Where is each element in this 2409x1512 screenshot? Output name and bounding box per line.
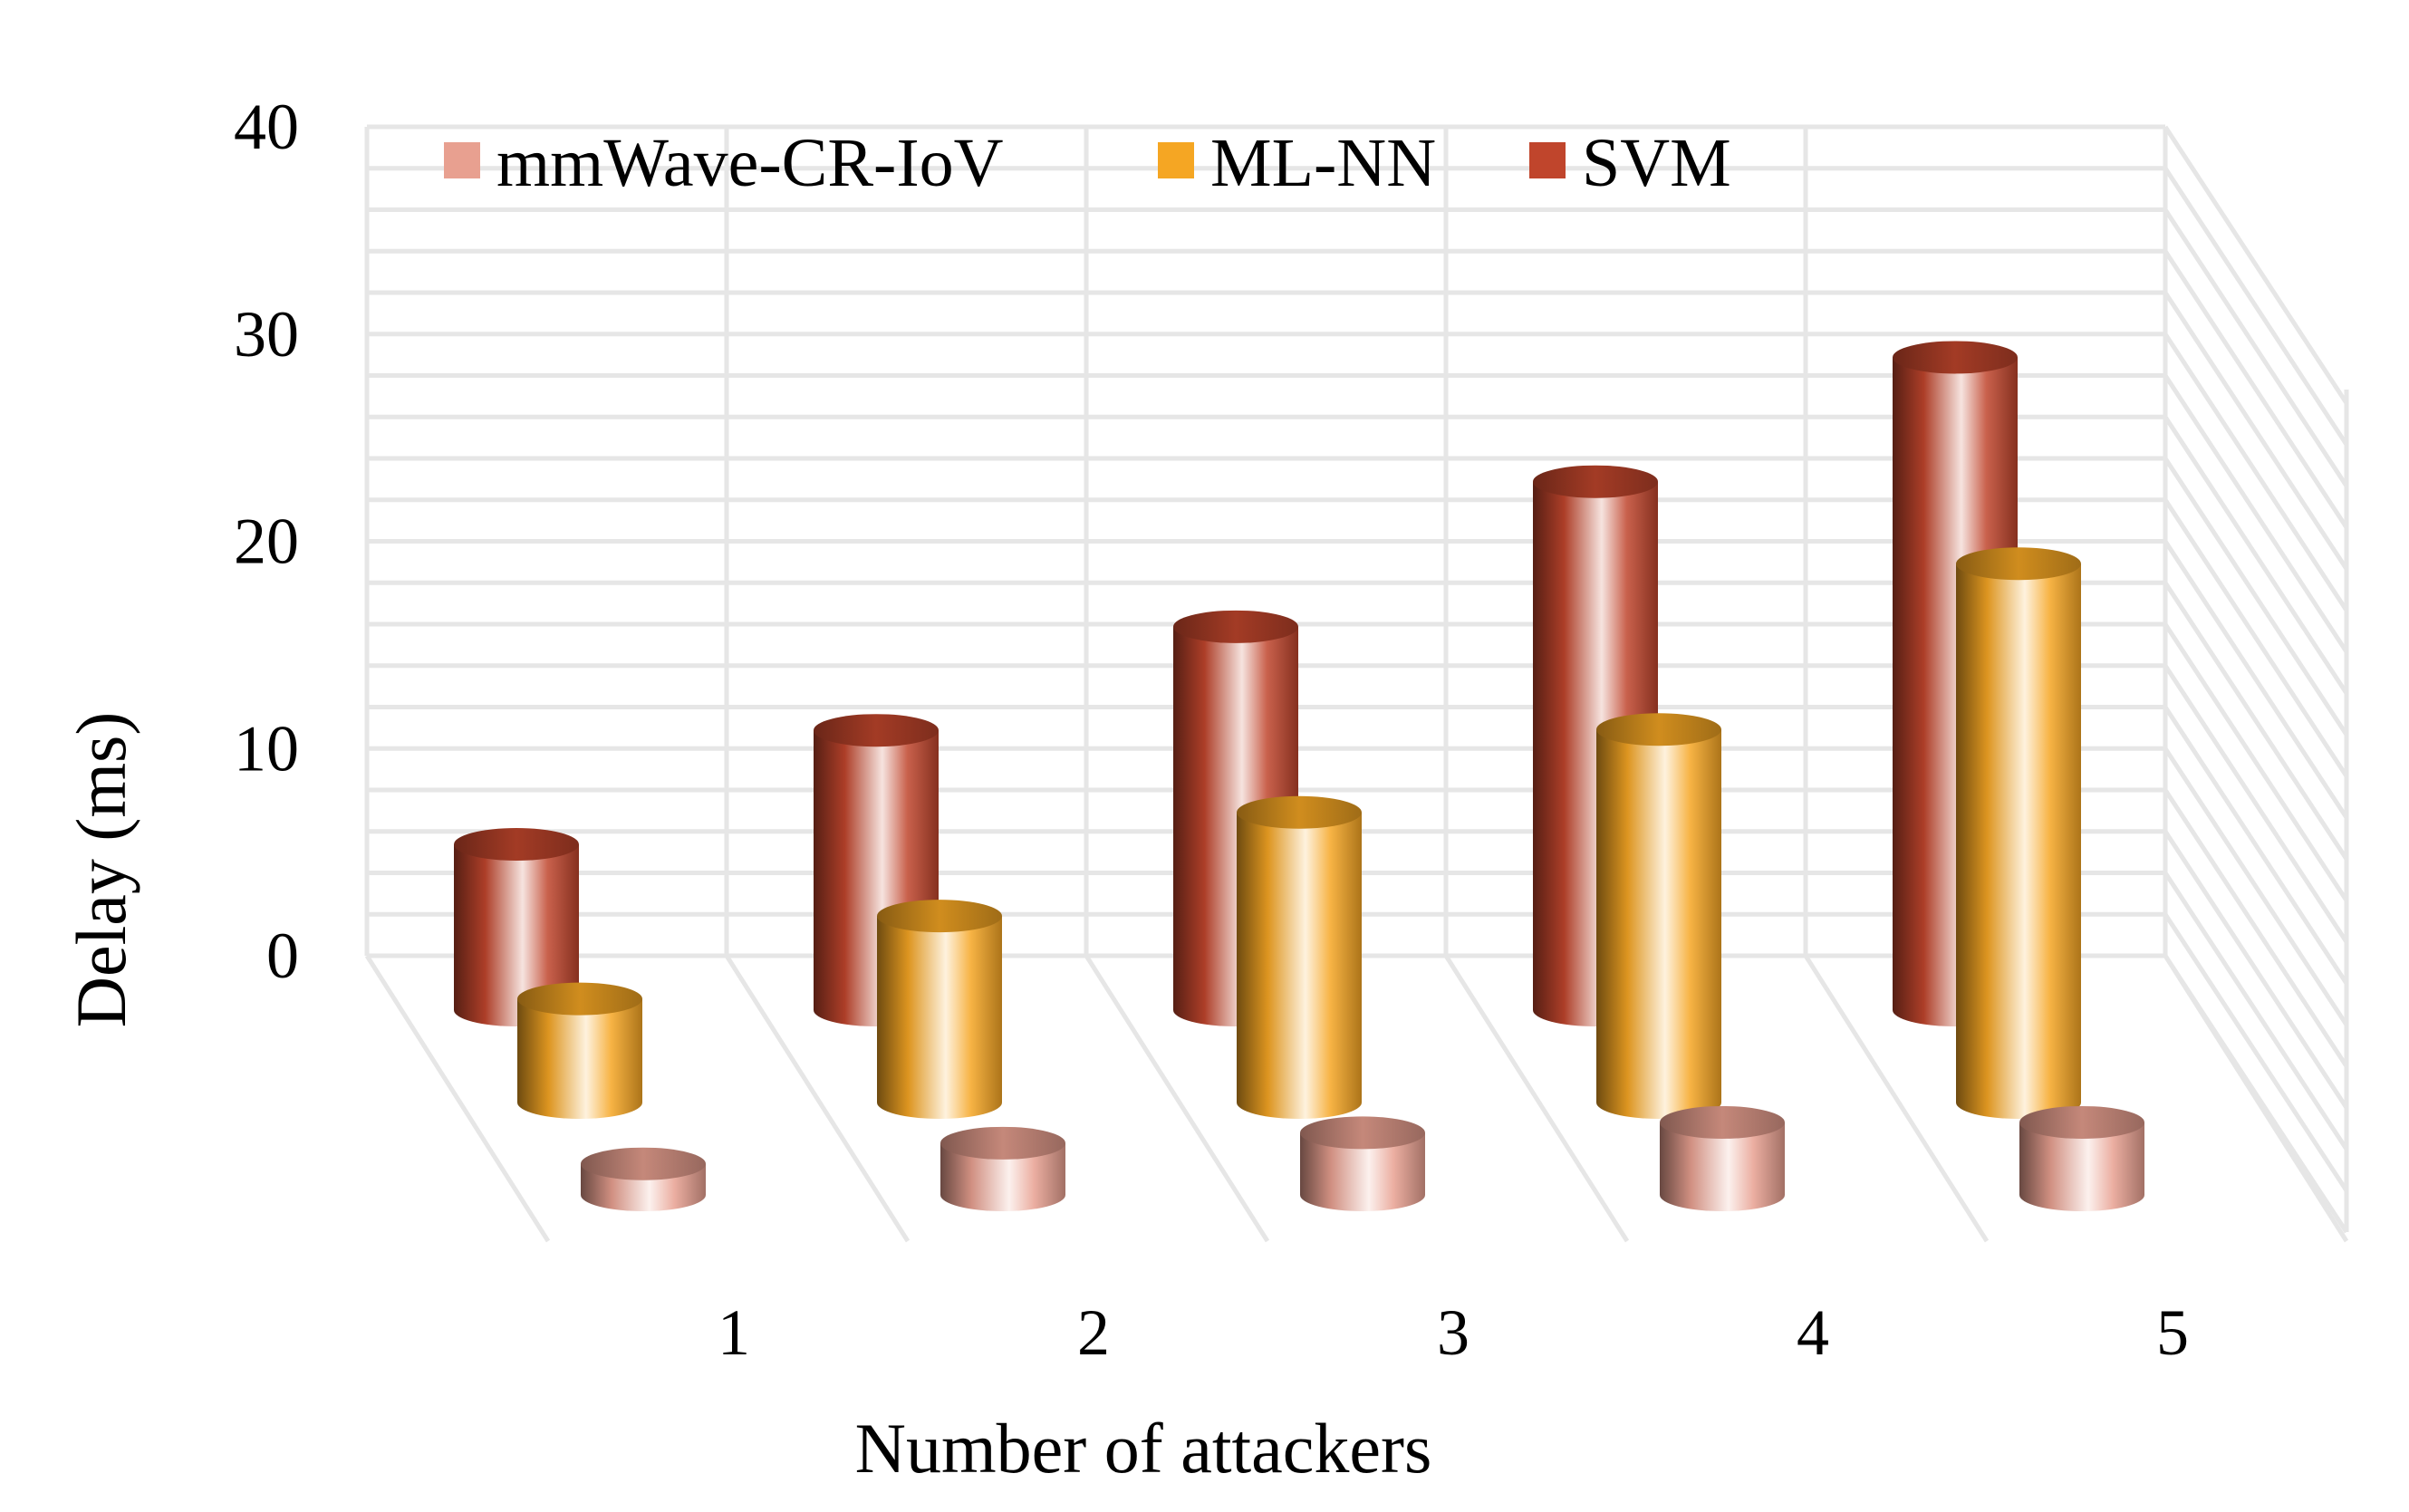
x-tick-label: 5 — [2156, 1296, 2189, 1369]
bar-ml-nn-5 — [1956, 547, 2081, 1119]
side-gridline — [2163, 125, 2349, 405]
legend-label: SVM — [1582, 125, 1731, 201]
side-gridline — [2163, 581, 2349, 861]
bar-top — [1956, 547, 2081, 581]
y-axis-title: Delay (ms) — [62, 712, 140, 1028]
bar-top — [517, 982, 642, 1016]
bar-top — [1660, 1105, 1785, 1139]
side-gridline — [2163, 788, 2349, 1068]
side-gridline — [2163, 291, 2349, 571]
y-tick-label: 40 — [234, 91, 299, 163]
bar-body — [1300, 1132, 1425, 1211]
y-tick-label: 0 — [266, 920, 299, 992]
x-tick-label: 4 — [1797, 1296, 1829, 1369]
side-gridline — [2163, 167, 2349, 447]
x-tick-label: 3 — [1437, 1296, 1469, 1369]
bar-mmwave-cr-iov-3 — [1300, 1116, 1425, 1211]
side-gridline — [2163, 457, 2349, 737]
floor-gridline — [724, 954, 911, 1243]
bar-top — [1237, 795, 1362, 829]
side-gridline — [2163, 249, 2349, 529]
legend: mmWave-CR-IoV ML-NN SVM — [444, 125, 1731, 201]
bar-top — [814, 714, 939, 747]
floor-gridline — [364, 954, 551, 1243]
x-axis-ticks: 1 2 3 4 5 — [718, 1296, 2189, 1369]
bar-body — [940, 1142, 1065, 1211]
bar-mmwave-cr-iov-2 — [940, 1126, 1065, 1211]
side-gridline — [2163, 498, 2349, 778]
floor-gridline — [1443, 954, 1630, 1243]
bar-top — [1596, 713, 1721, 746]
bar-mmwave-cr-iov-5 — [2019, 1105, 2144, 1211]
legend-label: ML-NN — [1210, 125, 1436, 201]
bar-top — [1173, 610, 1298, 643]
y-tick-label: 30 — [234, 298, 299, 371]
side-gridline — [2163, 622, 2349, 902]
bar-mmwave-cr-iov-4 — [1660, 1105, 1785, 1211]
x-tick-label: 1 — [718, 1296, 750, 1369]
bar-top — [940, 1126, 1065, 1160]
floor-gridline — [2163, 954, 2349, 1243]
side-gridline — [2163, 664, 2349, 944]
floor-gridline — [1803, 954, 1990, 1243]
y-tick-label: 10 — [234, 712, 299, 785]
bar-body — [454, 844, 579, 1026]
bar-svm-1 — [454, 828, 579, 1026]
side-gridline — [2163, 706, 2349, 985]
floor-gridline — [1084, 954, 1270, 1243]
bar-top — [581, 1147, 706, 1180]
side-gridline — [2163, 415, 2349, 695]
bar-body — [517, 998, 642, 1119]
x-axis-title: Number of attackers — [855, 1409, 1432, 1488]
bar-top — [454, 828, 579, 861]
side-gridline — [2163, 332, 2349, 612]
side-gridline — [2163, 872, 2349, 1151]
y-axis-ticks: 0 10 20 30 40 — [234, 91, 299, 992]
legend-swatch — [444, 142, 480, 178]
legend-item: ML-NN — [1158, 125, 1436, 201]
bar-mmwave-cr-iov-1 — [581, 1147, 706, 1211]
bar-ml-nn-3 — [1237, 795, 1362, 1119]
legend-label: mmWave-CR-IoV — [496, 125, 1004, 201]
bar-top — [877, 900, 1002, 933]
side-gridline — [2163, 540, 2349, 819]
y-tick-label: 20 — [234, 506, 299, 578]
legend-swatch — [1158, 142, 1194, 178]
side-gridline — [2163, 912, 2349, 1192]
bar-top — [1300, 1116, 1425, 1150]
x-tick-label: 2 — [1077, 1296, 1110, 1369]
chart-bars — [454, 341, 2144, 1211]
bar-body — [877, 916, 1002, 1119]
side-gridline — [2163, 208, 2349, 487]
side-gridline — [2163, 830, 2349, 1110]
bar-body — [2019, 1122, 2144, 1211]
legend-item: mmWave-CR-IoV — [444, 125, 1004, 201]
bar-body — [1660, 1122, 1785, 1211]
bar-top — [1893, 341, 2018, 374]
bar-body — [1237, 812, 1362, 1119]
bar-top — [2019, 1105, 2144, 1139]
bar-ml-nn-1 — [517, 982, 642, 1119]
bar-ml-nn-2 — [877, 900, 1002, 1119]
legend-item: SVM — [1529, 125, 1731, 201]
bar-body — [1956, 563, 2081, 1119]
bar-ml-nn-4 — [1596, 713, 1721, 1119]
bar-top — [1533, 465, 1658, 498]
bar-body — [1596, 729, 1721, 1119]
side-gridline — [2163, 374, 2349, 653]
legend-swatch — [1529, 142, 1566, 178]
side-gridline — [2163, 746, 2349, 1026]
